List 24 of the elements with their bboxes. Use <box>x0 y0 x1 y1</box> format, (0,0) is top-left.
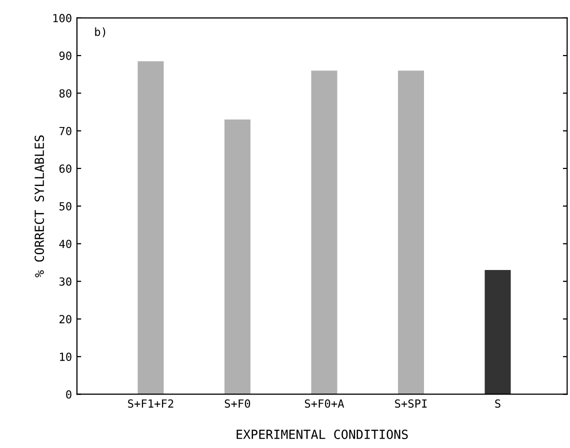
x-tick-label: S+SPI <box>395 399 427 408</box>
x-tick-label: S <box>495 399 500 408</box>
y-tick-label: 70 <box>59 126 72 136</box>
x-tick-label: S+F0+A <box>304 399 344 408</box>
y-tick-label: 40 <box>59 240 72 248</box>
y-tick-label: 30 <box>59 277 72 286</box>
y-tick-label: 60 <box>59 164 72 173</box>
bar <box>224 120 250 394</box>
x-tick-label: S+F1+F2 <box>128 399 174 408</box>
y-tick-label: 0 <box>66 390 72 399</box>
bar <box>138 61 164 394</box>
x-axis-title: EXPERIMENTAL CONDITIONS <box>236 430 408 440</box>
bar <box>398 70 424 394</box>
y-tick-label: 90 <box>59 52 72 60</box>
bar <box>311 70 338 394</box>
y-axis-title: % CORRECT SYLLABLES <box>34 135 44 278</box>
y-tick-label: 100 <box>53 14 72 22</box>
y-tick-label: 50 <box>59 202 72 210</box>
y-tick-label: 10 <box>60 352 72 362</box>
y-tick-label: 20 <box>60 314 72 324</box>
y-tick-label: 80 <box>59 89 72 98</box>
annotation: b) <box>95 27 106 38</box>
bar <box>484 270 511 394</box>
x-tick-label: S+F0 <box>224 399 250 408</box>
